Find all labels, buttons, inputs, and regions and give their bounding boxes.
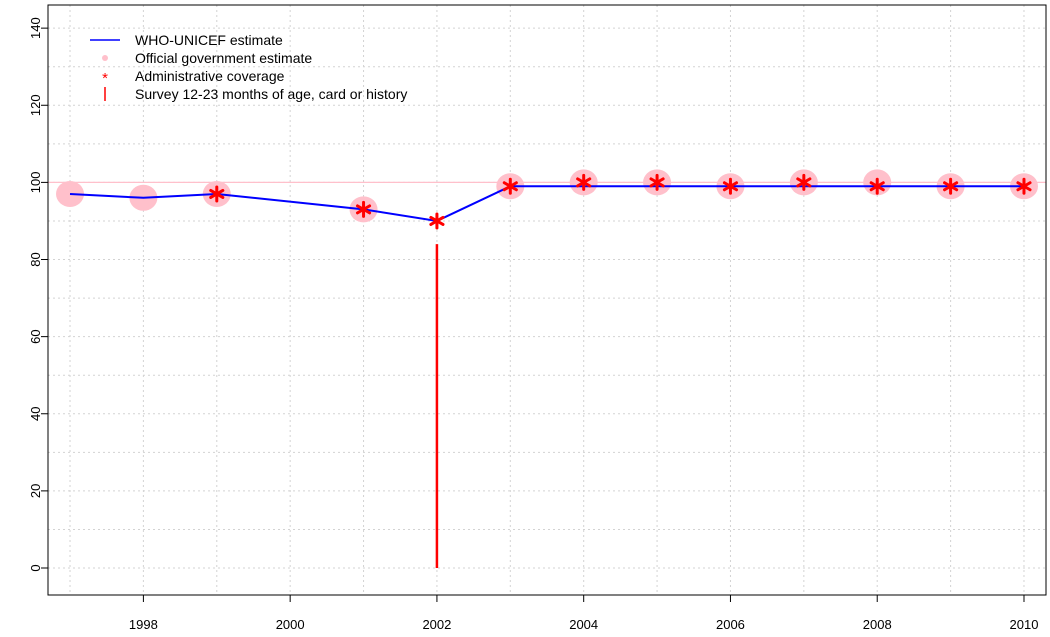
x-tick-label: 1998 [129, 617, 158, 632]
legend-label: Official government estimate [135, 50, 312, 66]
legend-item: WHO-UNICEF estimate [90, 32, 283, 48]
plot-frame [47, 4, 1047, 596]
legend-asterisk-symbol: * [102, 70, 108, 87]
administrative-coverage-point [209, 185, 225, 203]
x-tick-label: 2008 [863, 617, 892, 632]
administrative-coverage-point [869, 177, 885, 195]
x-tick-label: 2004 [569, 617, 598, 632]
legend-label: Administrative coverage [135, 68, 285, 84]
x-tick-label: 2006 [716, 617, 745, 632]
y-tick-label: 40 [28, 407, 43, 421]
administrative-coverage-point [943, 177, 959, 195]
administrative-coverage-point [429, 212, 445, 230]
y-tick-label: 20 [28, 484, 43, 498]
y-tick-label: 80 [28, 252, 43, 266]
administrative-coverage-point [576, 173, 592, 191]
x-tick-label: 2002 [422, 617, 451, 632]
administrative-coverage-point [649, 173, 665, 191]
administrative-coverage-point [502, 177, 518, 195]
administrative-coverage-point [355, 200, 372, 218]
y-tick-label: 100 [28, 172, 43, 194]
legend-item: Official government estimate [102, 50, 312, 66]
legend-item: * Administrative coverage [102, 68, 285, 87]
administrative-coverage-point [796, 173, 812, 191]
x-tick-label: 2010 [1010, 617, 1039, 632]
x-tick-label: 2000 [276, 617, 305, 632]
administrative-coverage-point [722, 177, 739, 195]
y-tick-label: 0 [28, 564, 43, 571]
legend-label: Survey 12-23 months of age, card or hist… [135, 86, 407, 102]
administrative-coverage-point [1016, 177, 1032, 195]
y-tick-label: 140 [28, 17, 43, 39]
series-layer [56, 169, 1038, 569]
legend: WHO-UNICEF estimate Official government e… [90, 32, 407, 102]
legend-label: WHO-UNICEF estimate [135, 32, 283, 48]
legend-dot-symbol [102, 55, 108, 61]
y-tick-label: 120 [28, 94, 43, 116]
legend-item: Survey 12-23 months of age, card or hist… [104, 86, 407, 102]
axis-layer: 1998 2000 2002 2004 2006 2008 2010 0 20 40 60 80 100… [28, 17, 1038, 632]
y-tick-label: 60 [28, 329, 43, 343]
